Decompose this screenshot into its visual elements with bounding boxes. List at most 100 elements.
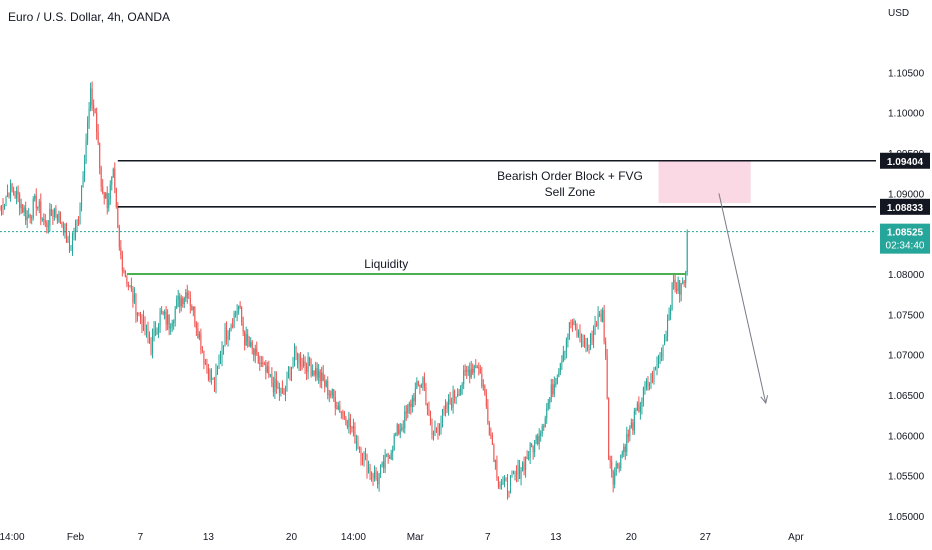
candle-body [671, 282, 673, 310]
candle [496, 455, 498, 481]
candle [608, 397, 610, 461]
candle [523, 456, 525, 476]
candle [494, 459, 496, 470]
candle-body [509, 476, 511, 494]
candle-body [476, 367, 478, 369]
candle-body [150, 343, 152, 354]
candle-body [212, 378, 214, 380]
candle-body [111, 176, 113, 185]
candle-body [407, 405, 409, 414]
candle-body [538, 435, 540, 444]
candle [458, 389, 460, 396]
candle-body [565, 340, 567, 351]
candle-body [56, 215, 58, 221]
candle [73, 227, 75, 241]
candle [668, 307, 670, 321]
candle [79, 202, 81, 225]
candle [290, 366, 292, 382]
candle-body [479, 368, 481, 374]
level-price-label: 1.09404 [887, 157, 924, 168]
candle [434, 420, 436, 437]
candle-body [647, 380, 649, 386]
candle [183, 296, 185, 309]
candle-body [4, 203, 6, 210]
candle-body [331, 389, 333, 396]
candle [416, 377, 418, 390]
candle [451, 397, 453, 411]
candle [600, 309, 602, 322]
candle [360, 446, 362, 466]
candle-body [295, 345, 297, 353]
candle-body [37, 206, 39, 209]
candle-body [34, 195, 36, 199]
candle-body [35, 195, 37, 209]
candle-body [558, 371, 560, 378]
candle-body [445, 403, 447, 410]
candle-body [360, 448, 362, 459]
candle-body [298, 354, 300, 364]
candle [387, 452, 389, 464]
candle-body [250, 342, 252, 347]
candle-body [685, 271, 687, 283]
candle [479, 364, 481, 374]
candle-body [617, 463, 619, 467]
candle [390, 449, 392, 460]
candle-body [161, 310, 163, 313]
candle [292, 356, 294, 369]
candle-body [342, 411, 344, 413]
candle [115, 187, 117, 209]
candle [361, 452, 363, 466]
candle-body [574, 320, 576, 328]
candle-body [493, 444, 495, 462]
candle [346, 419, 348, 430]
candle-body [371, 473, 373, 475]
candle [241, 305, 243, 326]
candle [658, 354, 660, 369]
candle-body [68, 236, 70, 251]
time-tick-label: 27 [700, 532, 712, 543]
candle [414, 382, 416, 406]
candle-body [50, 208, 52, 216]
candle-body [188, 297, 190, 299]
price-tick-label: 1.09000 [888, 189, 925, 200]
candle [239, 301, 241, 310]
candle [310, 358, 312, 378]
candle [182, 296, 184, 308]
candle-body [683, 281, 685, 283]
candle [192, 306, 194, 317]
candle [511, 470, 513, 478]
candle [602, 307, 604, 323]
candle-body [194, 306, 196, 324]
candle [155, 321, 157, 337]
candle [522, 461, 524, 472]
candle [138, 312, 140, 317]
candle-body [268, 366, 270, 376]
candles-layer [0, 81, 688, 500]
candle [435, 427, 437, 434]
candle [520, 467, 522, 486]
level-price-label: 1.08833 [887, 203, 924, 214]
candle-body [271, 374, 273, 384]
candle-body [665, 336, 667, 341]
candle-body [174, 308, 176, 321]
candle-body [118, 227, 120, 248]
candle [232, 318, 234, 329]
candle [392, 445, 394, 461]
candle [653, 367, 655, 385]
candle [519, 460, 521, 480]
candle-body [352, 425, 354, 429]
candle [585, 337, 587, 353]
candle [251, 339, 253, 355]
candle [484, 384, 486, 396]
candle-body [423, 377, 425, 388]
candle-body [587, 341, 589, 347]
candle [84, 154, 86, 183]
candle-body [506, 481, 508, 492]
candle [1, 204, 3, 216]
candle-body [179, 296, 181, 307]
candle-body [584, 336, 586, 347]
candle [648, 382, 650, 391]
sell-zone-box [658, 160, 751, 204]
candle [85, 133, 87, 164]
